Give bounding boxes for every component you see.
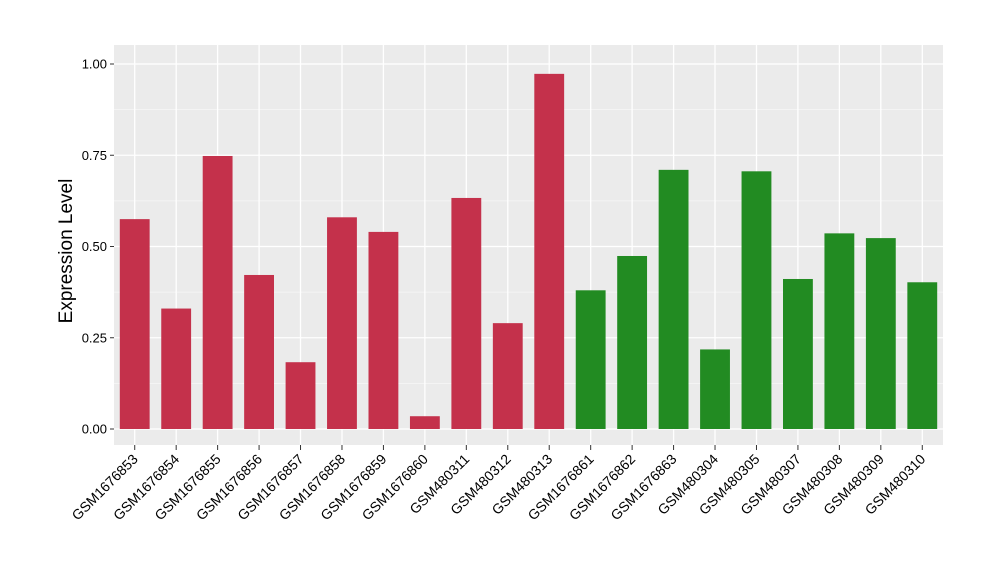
bar-gsm1676855 bbox=[202, 155, 233, 430]
bar-gsm480308 bbox=[824, 233, 855, 429]
y-tick-label: 0.00 bbox=[82, 422, 107, 437]
bar-gsm480305 bbox=[741, 171, 772, 429]
bar-gsm480313 bbox=[534, 73, 565, 429]
bar-gsm480309 bbox=[865, 238, 896, 429]
bar-gsm1676856 bbox=[244, 274, 274, 429]
y-axis-title: Expression Level bbox=[56, 179, 77, 324]
bar-gsm480311 bbox=[451, 197, 482, 429]
y-axis: 0.00 0.25 0.50 0.75 1.00 bbox=[82, 57, 114, 437]
bar-gsm1676862 bbox=[617, 255, 648, 429]
x-axis: GSM1676853GSM1676854GSM1676855GSM1676856… bbox=[68, 445, 929, 523]
bar-gsm1676861 bbox=[575, 290, 606, 429]
bars bbox=[119, 73, 938, 430]
y-tick-label: 0.25 bbox=[82, 330, 107, 345]
bar-gsm1676863 bbox=[658, 169, 689, 429]
bar-gsm480304 bbox=[700, 349, 730, 429]
y-tick-label: 0.75 bbox=[82, 148, 107, 163]
plot-panel bbox=[114, 45, 943, 445]
bar-gsm1676857 bbox=[285, 362, 316, 429]
bar-gsm480310 bbox=[907, 282, 938, 429]
bar-gsm1676859 bbox=[368, 231, 399, 429]
bar-gsm1676853 bbox=[119, 219, 150, 429]
bar-gsm1676860 bbox=[409, 416, 440, 429]
y-tick-label: 1.00 bbox=[82, 57, 107, 72]
bar-gsm480312 bbox=[492, 323, 523, 429]
bar-gsm1676858 bbox=[327, 217, 357, 429]
bar-gsm480307 bbox=[783, 278, 813, 429]
y-tick-label: 0.50 bbox=[82, 239, 107, 254]
bar-gsm1676854 bbox=[161, 308, 192, 429]
